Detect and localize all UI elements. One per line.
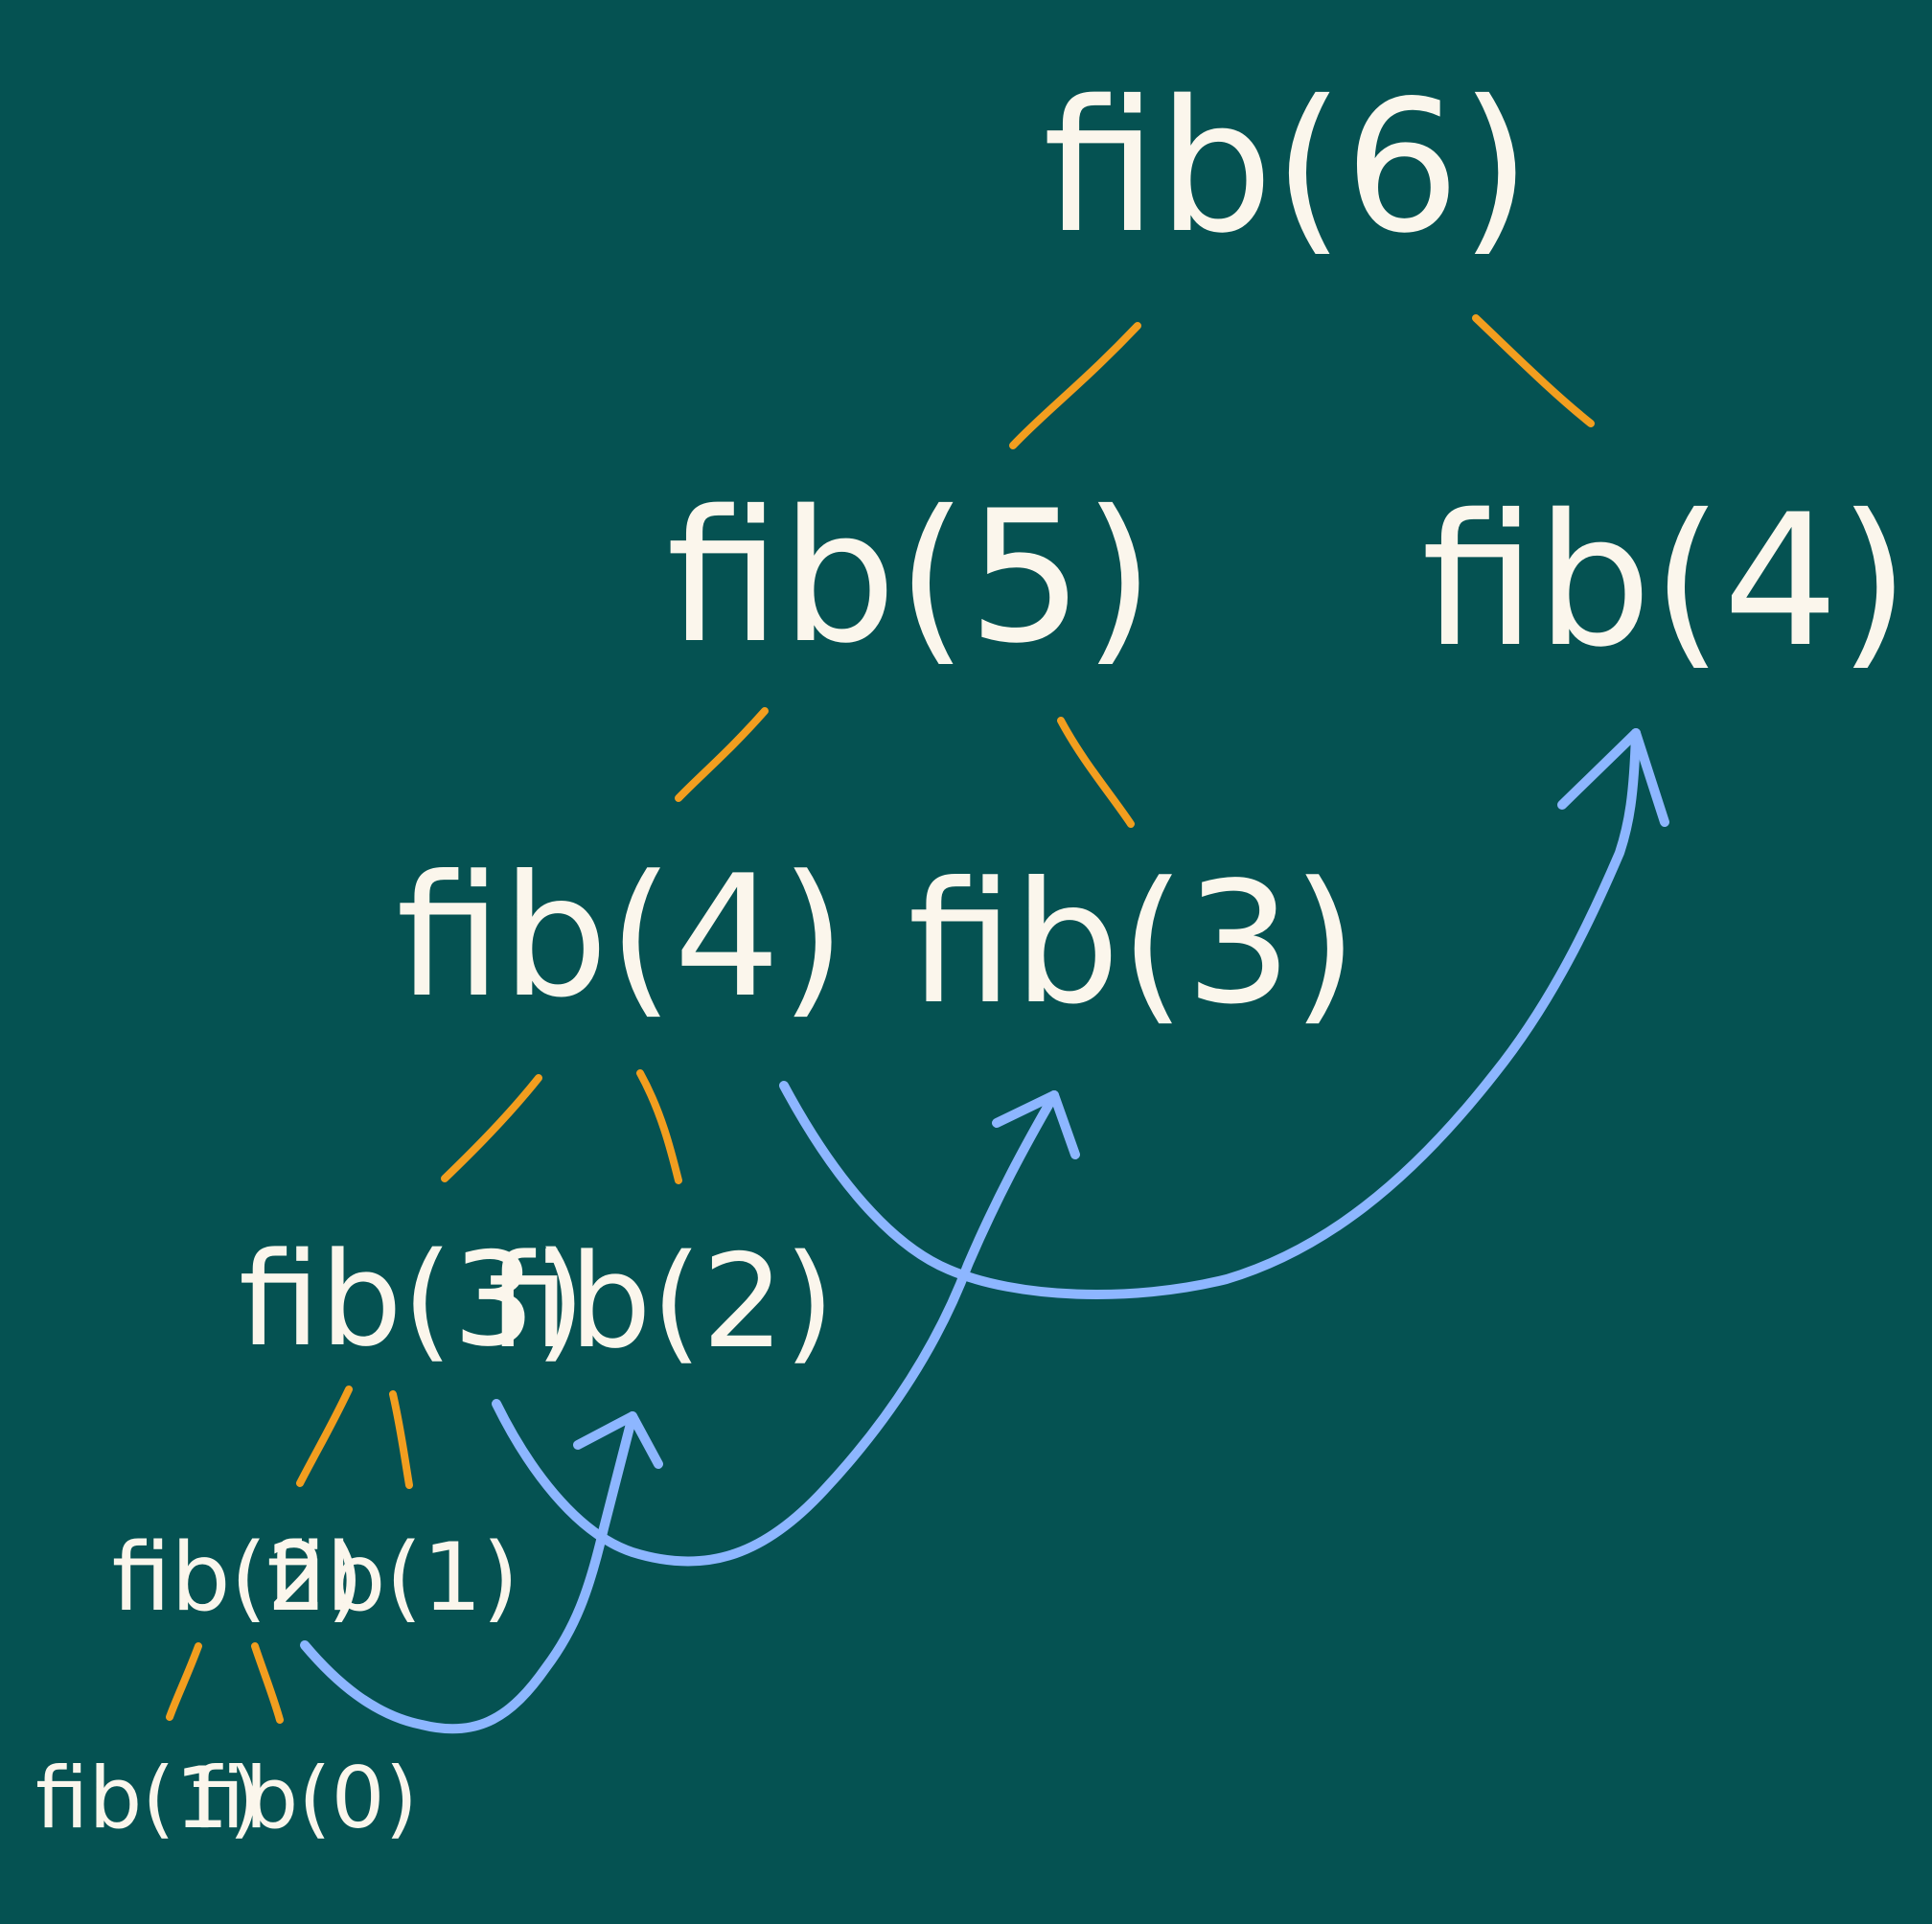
- node-fib1-bottom: fib(1): [35, 1749, 262, 1847]
- arrow-fib4-to-fib4-right: [779, 728, 1641, 1299]
- node-fib3-mid: fib(3): [908, 847, 1357, 1042]
- arrow-fib2-to-fib2-mid-head: [573, 1411, 663, 1469]
- edge-fib3-fib1-mid: [389, 1390, 413, 1489]
- arrow-fib3-to-fib3-mid: [492, 1090, 1059, 1567]
- tree-edges: [166, 314, 1595, 1724]
- node-fib2-mid: fib(2): [488, 1226, 835, 1377]
- node-fib0-bottom: fib(0): [192, 1749, 418, 1847]
- arrow-fib3-to-fib3-mid-head: [992, 1090, 1080, 1159]
- edge-fib4-fib3-left: [441, 1074, 542, 1182]
- node-fib4-right: fib(4): [1421, 475, 1909, 687]
- node-fib5: fib(5): [666, 471, 1154, 683]
- edge-fib5-fib4-left: [675, 707, 769, 802]
- edge-fib4-fib2-mid: [636, 1069, 682, 1184]
- edge-fib6-fib4-right: [1472, 314, 1595, 427]
- node-fib3-left: fib(3): [239, 1225, 586, 1375]
- edge-fib5-fib3-mid: [1057, 717, 1135, 828]
- edge-fib3-fib2-left: [296, 1386, 353, 1487]
- edge-fib2-fib0-bottom: [251, 1642, 284, 1724]
- arrow-fib2-to-fib2-mid: [300, 1411, 637, 1734]
- edge-fib6-fib5: [1009, 322, 1141, 449]
- node-fib4-left: fib(4): [396, 840, 845, 1035]
- flow-arrows: [300, 728, 1669, 1734]
- arrow-fib4-to-fib4-right-head: [1557, 728, 1669, 827]
- node-fib6: fib(6): [1043, 61, 1530, 273]
- node-fib2-left: fib(2): [112, 1523, 364, 1633]
- node-fib1-mid: fib(1): [267, 1523, 519, 1633]
- edge-fib2-fib1-bottom: [166, 1642, 202, 1721]
